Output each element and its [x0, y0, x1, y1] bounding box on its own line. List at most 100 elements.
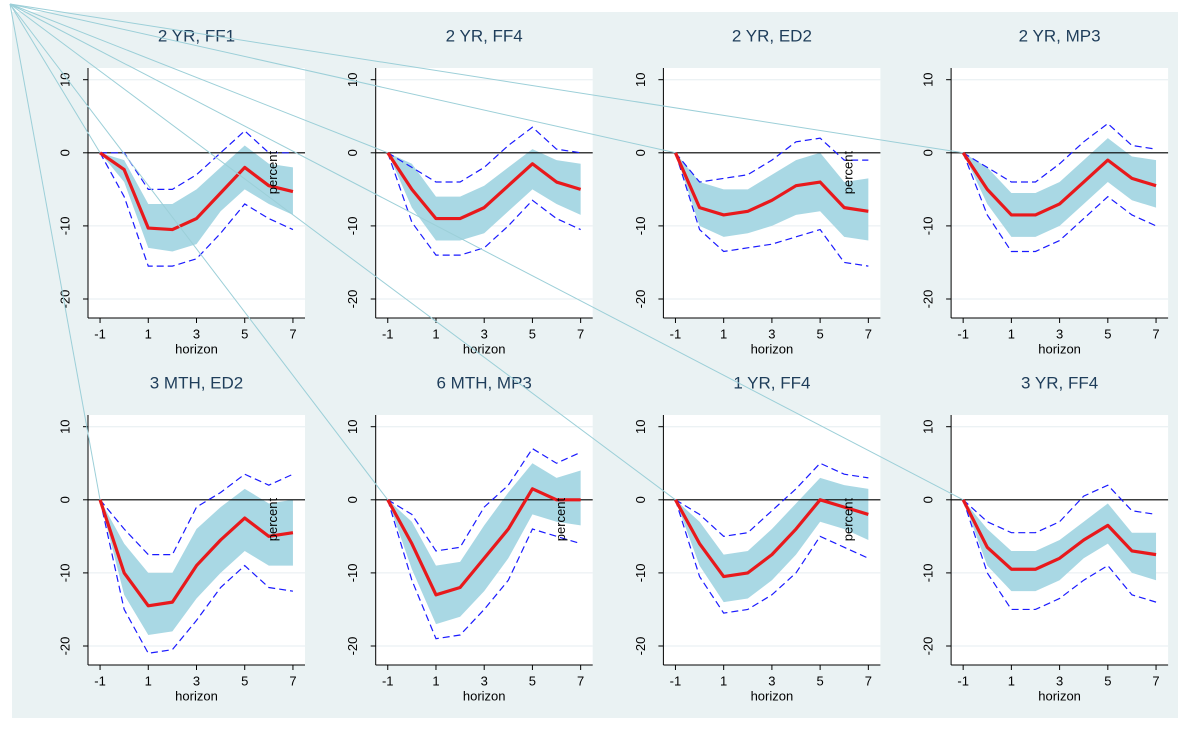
- x-tick-label: 7: [865, 326, 872, 341]
- y-tick-label: -20: [57, 637, 72, 656]
- x-tick-label: 1: [432, 326, 439, 341]
- y-tick-label: -10: [921, 563, 936, 582]
- x-tick-label: 5: [529, 673, 536, 688]
- estimate-line: [961, 151, 1157, 217]
- estimate-line: [961, 499, 1157, 571]
- x-tick-label: 1: [1008, 326, 1015, 341]
- y-tick-label: 10: [633, 72, 648, 86]
- y-tick-label: 0: [345, 496, 360, 503]
- y-tick-label: 0: [633, 149, 648, 156]
- x-axis-label: horizon: [463, 688, 506, 703]
- confidence-line: [674, 499, 869, 614]
- x-tick-label: 3: [768, 326, 775, 341]
- y-tick-label: 10: [57, 72, 72, 86]
- chart-title: 3 YR, FF4: [1021, 373, 1098, 392]
- y-tick-label: 10: [345, 419, 360, 433]
- y-tick-label: -20: [633, 637, 648, 656]
- decor-line: [9, 3, 388, 154]
- x-tick-label: -1: [94, 326, 106, 341]
- y-tick-label: -10: [633, 563, 648, 582]
- y-tick-label: -20: [921, 637, 936, 656]
- confidence-line: [675, 462, 869, 537]
- confidence-band: [963, 138, 1157, 237]
- confidence-line: [962, 499, 1157, 611]
- confidence-line: [387, 126, 581, 183]
- confidence-band: [100, 488, 293, 636]
- y-tick-label: -20: [345, 290, 360, 309]
- x-tick-label: 5: [529, 326, 536, 341]
- x-tick-label: 1: [720, 326, 727, 341]
- y-tick-label: 10: [57, 419, 72, 433]
- x-tick-label: 1: [1008, 673, 1015, 688]
- y-tick-label: 0: [921, 149, 936, 156]
- y-tick-label: 0: [57, 496, 72, 503]
- x-tick-label: 7: [1152, 326, 1159, 341]
- x-tick-label: 7: [289, 326, 296, 341]
- confidence-line: [387, 447, 581, 552]
- decor-line: [9, 3, 964, 501]
- confidence-line: [99, 499, 294, 654]
- x-axis-label: horizon: [1038, 688, 1081, 703]
- x-tick-label: 5: [241, 326, 248, 341]
- x-axis-label: horizon: [751, 341, 794, 356]
- x-tick-label: 5: [817, 673, 824, 688]
- x-tick-label: -1: [957, 326, 969, 341]
- y-tick-label: 0: [633, 496, 648, 503]
- y-tick-label: -10: [345, 563, 360, 582]
- y-tick-label: 0: [57, 149, 72, 156]
- chart-title: 2 YR, FF4: [446, 26, 523, 45]
- estimate-line: [99, 151, 294, 232]
- decor-line: [9, 3, 389, 501]
- y-axis-label: percent: [840, 150, 855, 194]
- x-tick-label: 3: [193, 326, 200, 341]
- decor-line: [9, 3, 101, 154]
- confidence-line: [674, 137, 869, 183]
- y-tick-label: -10: [633, 216, 648, 235]
- x-tick-label: -1: [382, 326, 394, 341]
- y-tick-label: -20: [57, 290, 72, 309]
- y-axis-label: percent: [265, 497, 280, 541]
- confidence-line: [387, 499, 581, 640]
- x-tick-label: 5: [1104, 673, 1111, 688]
- x-tick-label: 3: [481, 326, 488, 341]
- x-tick-label: 3: [768, 673, 775, 688]
- estimate-line: [386, 487, 581, 597]
- x-tick-label: 3: [1056, 326, 1063, 341]
- x-tick-label: 5: [817, 326, 824, 341]
- confidence-line: [99, 152, 294, 267]
- x-axis-label: horizon: [1038, 341, 1081, 356]
- decor-line: [9, 3, 676, 154]
- y-tick-label: -20: [921, 290, 936, 309]
- chart-title: 3 MTH, ED2: [150, 373, 244, 392]
- x-axis-label: horizon: [463, 341, 506, 356]
- estimate-line: [673, 152, 869, 217]
- y-tick-label: -20: [633, 290, 648, 309]
- decoration: [9, 3, 964, 501]
- x-tick-label: 7: [289, 673, 296, 688]
- x-axis-label: horizon: [751, 688, 794, 703]
- x-tick-label: -1: [94, 673, 106, 688]
- x-tick-label: 3: [481, 673, 488, 688]
- decor-line: [9, 3, 964, 154]
- confidence-line: [674, 152, 869, 267]
- confidence-band: [675, 152, 869, 241]
- estimate-line: [386, 151, 582, 221]
- x-tick-label: 5: [241, 673, 248, 688]
- y-tick-label: -10: [921, 216, 936, 235]
- x-tick-label: 1: [145, 673, 152, 688]
- x-tick-label: 7: [865, 673, 872, 688]
- x-tick-label: -1: [382, 673, 394, 688]
- estimate-line: [98, 499, 294, 608]
- x-tick-label: -1: [957, 673, 969, 688]
- x-tick-label: 7: [577, 673, 584, 688]
- x-tick-label: 3: [193, 673, 200, 688]
- y-tick-label: 10: [921, 419, 936, 433]
- confidence-line: [962, 152, 1157, 253]
- x-tick-label: 7: [1152, 673, 1159, 688]
- chart-title: 1 YR, FF4: [733, 373, 810, 392]
- y-tick-label: 10: [633, 419, 648, 433]
- chart-title: 6 MTH, MP3: [436, 373, 531, 392]
- chart-title: 2 YR, FF1: [158, 26, 235, 45]
- x-tick-label: 1: [145, 326, 152, 341]
